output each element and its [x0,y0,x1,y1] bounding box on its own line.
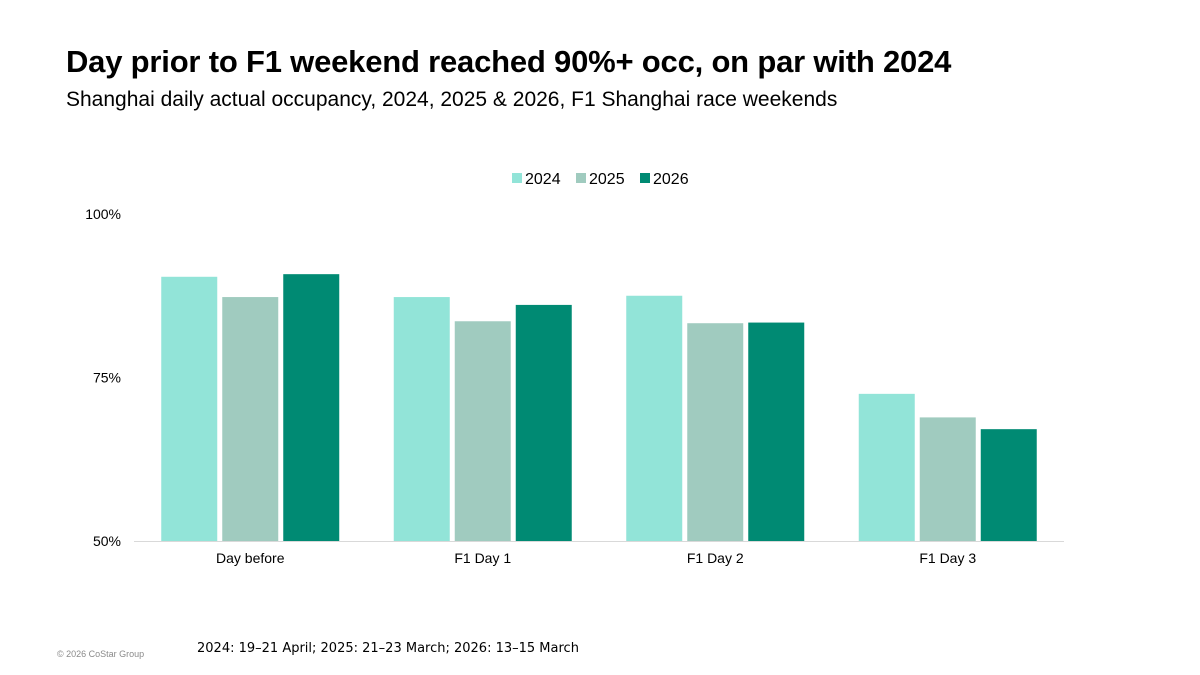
bar-2025-3 [919,417,976,541]
bar-2024-1 [393,297,450,541]
copyright-text: © 2026 CoStar Group [57,649,145,659]
legend-swatch-2026 [640,173,650,183]
x-tick-label: F1 Day 3 [919,550,976,566]
legend-label-2026: 2026 [653,171,689,188]
bar-2025-1 [454,321,511,541]
y-tick-label: 50% [93,533,121,549]
x-tick-label: F1 Day 2 [687,550,744,566]
footnote: 2024: 19–21 April; 2025: 21–23 March; 20… [197,641,579,656]
chart-title: Day prior to F1 weekend reached 90%+ occ… [66,44,952,79]
x-tick-label: F1 Day 1 [454,550,511,566]
legend-label-2025: 2025 [589,171,625,188]
chart-subtitle: Shanghai daily actual occupancy, 2024, 2… [66,88,838,111]
bar-2024-2 [626,295,683,541]
bar-2026-0 [283,274,340,541]
y-tick-label: 100% [85,206,121,222]
bar-2026-2 [748,322,805,541]
bar-2024-0 [161,276,218,541]
bar-2024-3 [858,393,915,541]
bar-2025-2 [687,323,744,541]
legend-label-2024: 2024 [525,171,561,188]
bar-2026-1 [515,304,572,541]
y-tick-label: 75% [93,370,121,386]
x-tick-label: Day before [216,550,285,566]
legend-swatch-2025 [576,173,586,183]
bar-2026-3 [980,429,1037,541]
legend-swatch-2024 [512,173,522,183]
bar-2025-0 [222,297,279,541]
